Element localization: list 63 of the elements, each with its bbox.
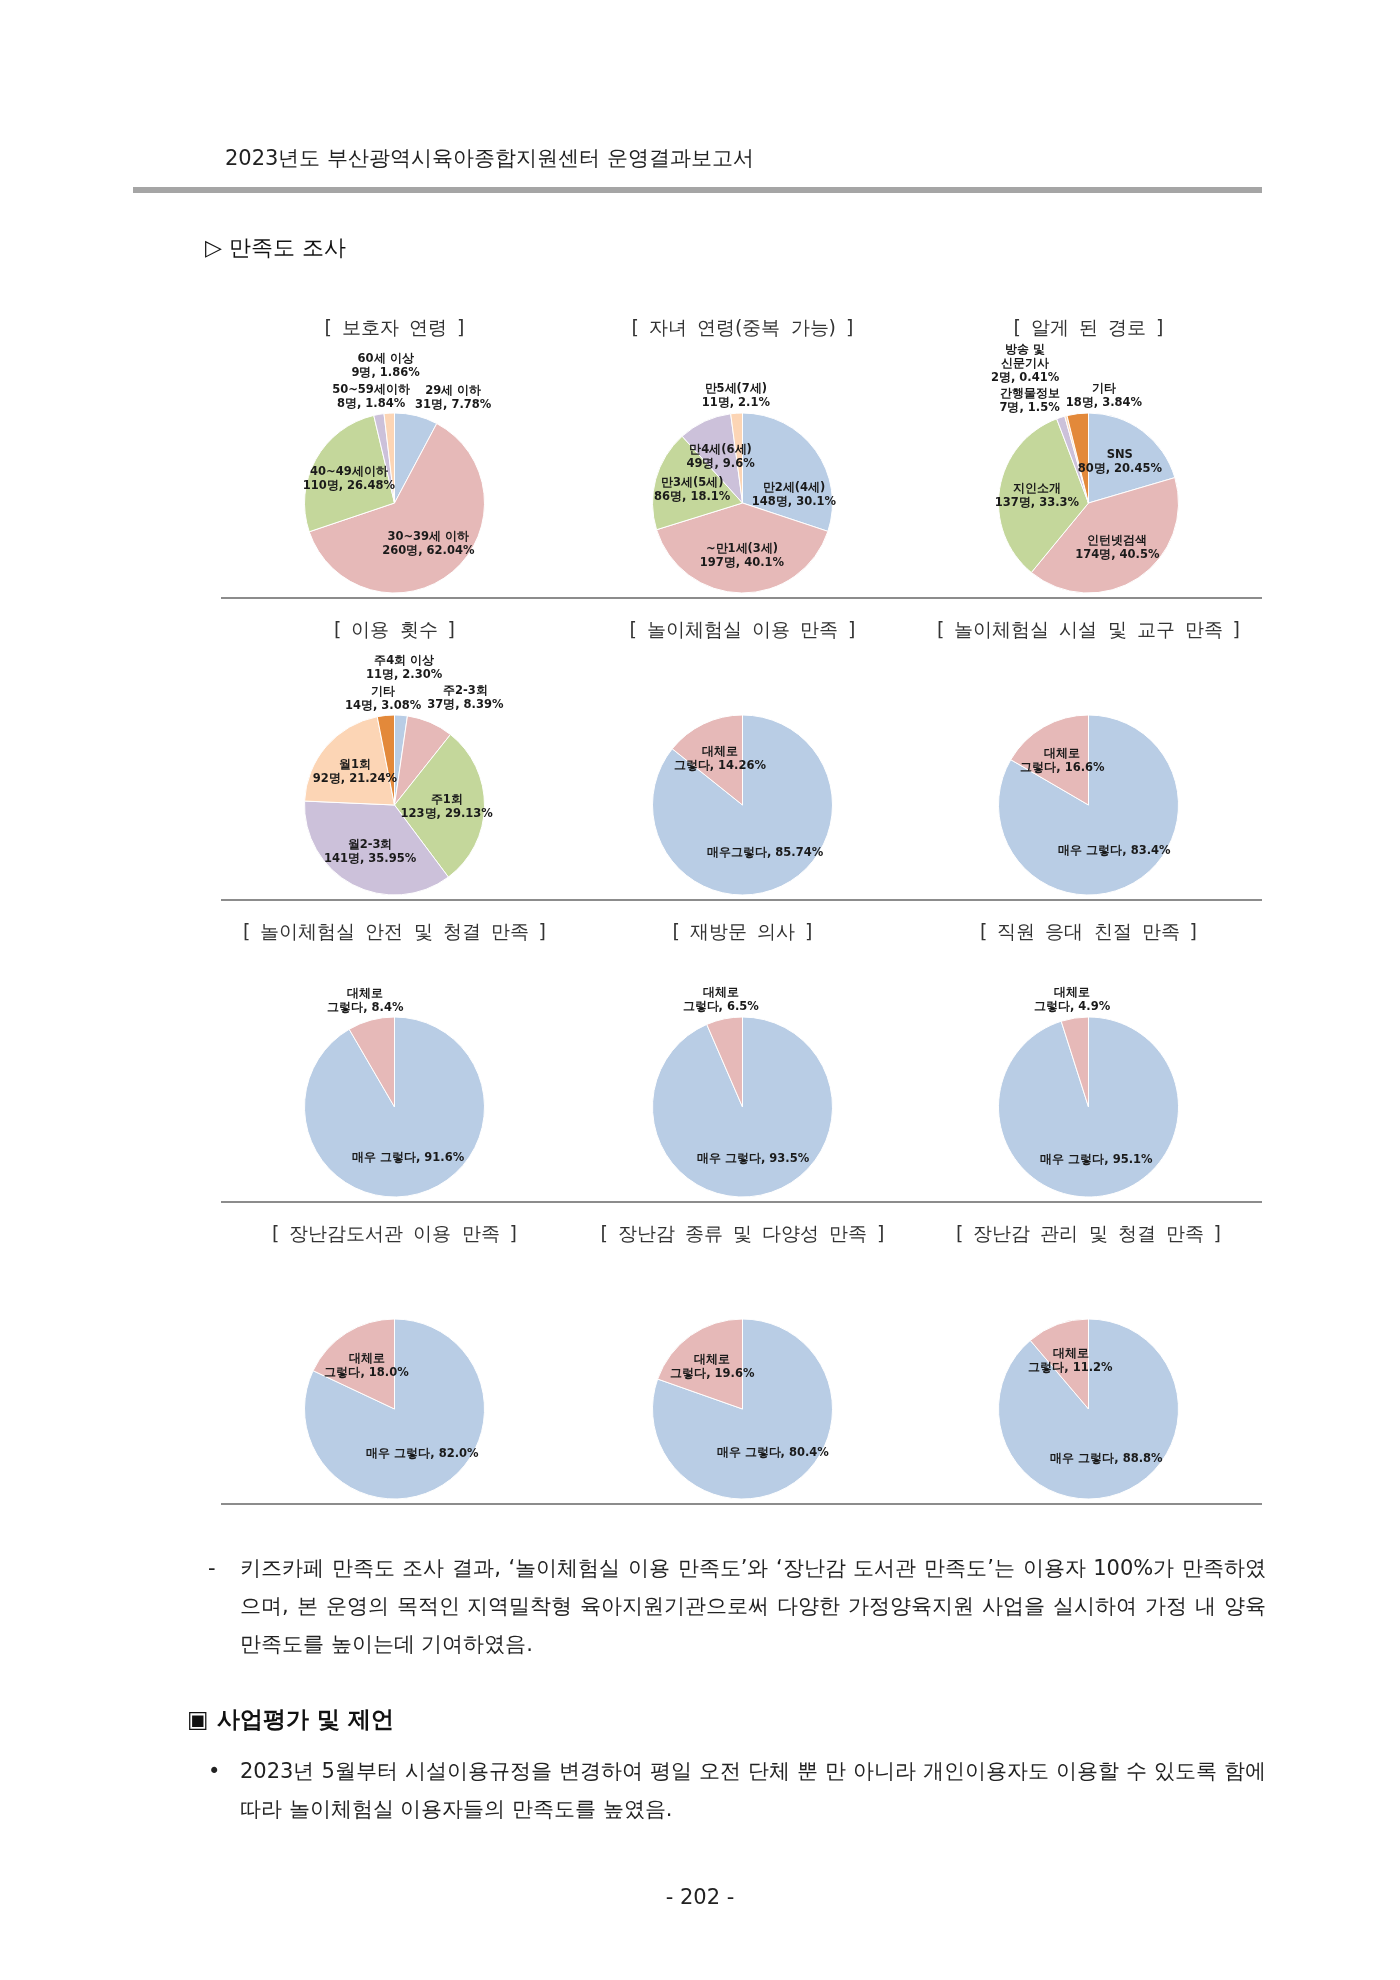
slice-label: 30~39세 이하 260명, 62.04% — [381, 528, 475, 557]
slice-label: 간행물정보 7명, 1.5% — [998, 385, 1060, 414]
slice-label: 기타 18명, 3.84% — [1065, 381, 1143, 410]
slice-label: 대체로 그렇다, 4.9% — [1033, 985, 1111, 1014]
slice-label: 매우 그렇다, 88.8% — [1049, 1451, 1163, 1465]
slice-label: 50~59세이하 8명, 1.84% — [331, 381, 410, 410]
text: - 키즈카페 만족도 조사 결과, ‘놀이체험실 이용 만족도’와 ‘장난감 도서관 만족도’는 이용자 100%가 만족하였으며, 본 운영의 목적인 지역밀착형 육아지원기관으로써 다양한 가정양육지원 사업을 실시하여 가정 내 양육 만족도를 높이는데 기여하였음. — [208, 1555, 1266, 1656]
text: 2023년도 부산광역시육아종합지원센터 운영결과보고서 — [225, 145, 754, 172]
slice-label: 주4회 이상 11명, 2.30% — [365, 653, 443, 682]
chart-title: [ 자녀 연령(중복 가능) ] — [631, 316, 853, 338]
pie-slice — [997, 1318, 1179, 1500]
chart-title: [ 이용 횟수 ] — [333, 618, 455, 640]
slice-label: 대체로 그렇다, 18.0% — [323, 1350, 409, 1379]
slice-label: 40~49세이하 110명, 26.48% — [302, 463, 395, 492]
slice-label: 대체로 그렇다, 8.4% — [326, 985, 404, 1014]
slice-label: 매우 그렇다, 83.4% — [1057, 843, 1171, 858]
slice-label: 60세 이상 9명, 1.86% — [350, 351, 420, 380]
slice-label: 대체로 그렇다, 16.6% — [1019, 745, 1105, 774]
chart-title: [ 재방문 의사 ] — [672, 920, 812, 942]
slice-label: 매우 그렇다, 93.5% — [696, 1151, 810, 1166]
pie-slice — [997, 1016, 1179, 1198]
slice-label: 매우 그렇다, 82.0% — [365, 1446, 479, 1461]
slice-label: 주1회 123명, 29.13% — [400, 791, 493, 820]
slice-label: 주2-3회 37명, 8.39% — [426, 683, 504, 712]
pie-slice — [651, 714, 833, 896]
slice-label: 매우 그렇다, 80.4% — [716, 1444, 829, 1459]
chart-title: [ 장난감 종류 및 다양성 만족 ] — [599, 1222, 885, 1244]
slice-label: 매우 그렇다, 95.1% — [1039, 1151, 1153, 1166]
slice-label: 방송 및 신문기사 2명, 0.41% — [990, 341, 1060, 384]
slice-label: 대체로 그렇다, 14.26% — [673, 743, 766, 772]
slice-label: 만5세(7세) 11명, 2.1% — [701, 381, 770, 410]
chart-title: [ 장난감도서관 이용 만족 ] — [271, 1222, 517, 1244]
text: ▣ 사업평가 및 제언 — [187, 1705, 395, 1734]
pie-slice — [651, 1318, 833, 1500]
chart-title: [ 놀이체험실 시설 및 교구 만족 ] — [936, 618, 1240, 640]
chart-title: [ 놀이체험실 이용 만족 ] — [629, 618, 855, 640]
pie-slice — [997, 714, 1179, 896]
slice-label: 29세 이하 31명, 7.78% — [414, 383, 492, 412]
slice-label: ~만1세(3세) 197명, 40.1% — [699, 541, 785, 570]
slice-label: 월1회 92명, 21.24% — [312, 756, 398, 785]
slice-label: 만2세(4세) 148명, 30.1% — [751, 480, 837, 509]
slice-label: 인턴넷검색 174명, 40.5% — [1074, 532, 1160, 561]
chart-title: [ 놀이체험실 안전 및 청결 만족 ] — [242, 920, 546, 942]
slice-label: 만4세(6세) 49명, 9.6% — [685, 441, 755, 470]
slice-label: 지인소개 137명, 33.3% — [994, 480, 1080, 509]
slice-label: 대체로 그렇다, 11.2% — [1027, 1346, 1113, 1374]
pie-slice — [651, 1016, 833, 1198]
text: - 202 - — [664, 1884, 736, 1911]
slice-label: 만3세(5세) 86명, 18.1% — [653, 475, 731, 504]
slice-label: 매우그렇다, 85.74% — [706, 845, 824, 860]
chart-title: [ 직원 응대 친절 만족 ] — [979, 920, 1197, 942]
slice-label: 대체로 그렇다, 6.5% — [682, 985, 759, 1014]
chart-title: [ 보호자 연령 ] — [324, 316, 464, 338]
slice-label: 월2-3회 141명, 35.95% — [323, 837, 417, 866]
pie-slice — [303, 1318, 485, 1500]
text: ▷ 만족도 조사 — [205, 234, 346, 262]
slice-label: 기타 14명, 3.08% — [344, 683, 422, 712]
slice-label: 매우 그렇다, 91.6% — [351, 1150, 465, 1165]
chart-title: [ 장난감 관리 및 청결 만족 ] — [955, 1222, 1221, 1244]
slice-label: 대체로 그렇다, 19.6% — [669, 1352, 755, 1381]
text: • 2023년 5월부터 시설이용규정을 변경하여 평일 오전 단체 뿐 만 아니라 개인이용자도 이용할 수 있도록 함에 따라 놀이체험실 이용자들의 만족도를 높였음. — [208, 1758, 1266, 1821]
pie-slice — [303, 1016, 485, 1198]
chart-title: [ 알게 된 경로 ] — [1013, 316, 1163, 338]
